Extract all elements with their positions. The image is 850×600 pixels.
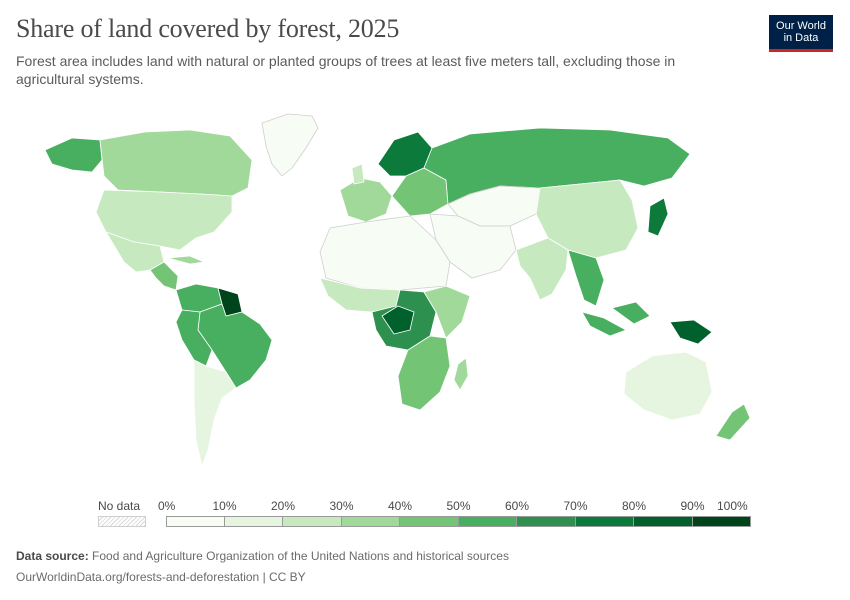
logo-line-1: Our World xyxy=(776,20,826,32)
legend-bin[interactable] xyxy=(458,516,517,527)
legend-tick-label: 60% xyxy=(504,499,530,513)
region-east-africa[interactable] xyxy=(423,285,471,339)
legend-tick-label: 0% xyxy=(158,499,176,513)
owid-logo[interactable]: Our World in Data xyxy=(769,15,833,52)
legend-no-data-label: No data xyxy=(98,499,141,513)
legend-bin[interactable] xyxy=(166,516,225,527)
page-subtitle: Forest area includes land with natural o… xyxy=(16,53,676,87)
region-indonesia[interactable] xyxy=(581,301,651,337)
country-alaska[interactable] xyxy=(44,137,103,173)
legend-bin[interactable] xyxy=(634,516,693,527)
legend-tick-label: 50% xyxy=(446,499,471,513)
region-new-guinea[interactable] xyxy=(669,319,713,345)
legend-bin[interactable] xyxy=(341,516,400,527)
region-western-europe[interactable] xyxy=(339,177,393,223)
legend: No data 0% 10% 20% 30% 40% 50% 60% 70% 80% 90% 100… xyxy=(0,495,850,535)
country-new-zealand[interactable] xyxy=(715,403,751,441)
country-japan[interactable] xyxy=(647,197,669,237)
country-canada[interactable] xyxy=(99,129,253,197)
logo-line-2: in Data xyxy=(783,32,819,44)
country-india[interactable] xyxy=(515,237,569,301)
data-source-text: Food and Agriculture Organization of the… xyxy=(92,549,509,563)
country-madagascar[interactable] xyxy=(453,357,469,391)
data-source-label: Data source: xyxy=(16,549,89,563)
country-uk[interactable] xyxy=(351,163,365,185)
legend-tick-label: 90% xyxy=(680,499,705,513)
legend-bin[interactable] xyxy=(400,516,459,527)
data-source: Data source: Food and Agriculture Organi… xyxy=(16,549,509,563)
legend-no-data-swatch xyxy=(98,516,146,527)
legend-bin[interactable] xyxy=(283,516,342,527)
country-australia[interactable] xyxy=(623,351,713,421)
legend-tick-label: 20% xyxy=(270,499,296,513)
region-southern-cone[interactable] xyxy=(193,359,237,467)
legend-tick-label: 10% xyxy=(212,499,237,513)
region-southeast-asia[interactable] xyxy=(567,249,605,307)
legend-bin[interactable] xyxy=(575,516,634,527)
legend-tick-label: 100% xyxy=(717,499,748,513)
world-map[interactable] xyxy=(0,96,850,486)
page-title: Share of land covered by forest, 2025 xyxy=(16,14,400,43)
legend-tick-label: 80% xyxy=(621,499,647,513)
legend-bin[interactable] xyxy=(517,516,576,527)
region-southern-africa[interactable] xyxy=(397,335,451,411)
legend-bin[interactable] xyxy=(692,516,751,527)
region-congo-basin[interactable] xyxy=(381,305,415,335)
legend-bin[interactable] xyxy=(224,516,283,527)
legend-tick-label: 30% xyxy=(329,499,354,513)
legend-tick-label: 70% xyxy=(563,499,588,513)
country-greenland[interactable] xyxy=(261,113,319,177)
region-north-africa[interactable] xyxy=(319,215,451,291)
legend-tick-label: 40% xyxy=(387,499,413,513)
region-caribbean[interactable] xyxy=(167,255,205,265)
footer-link[interactable]: OurWorldinData.org/forests-and-deforesta… xyxy=(16,570,306,584)
